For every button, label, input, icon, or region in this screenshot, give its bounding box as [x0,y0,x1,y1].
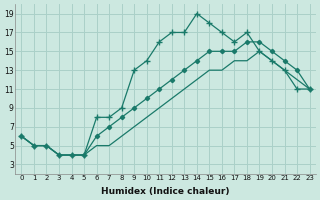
X-axis label: Humidex (Indice chaleur): Humidex (Indice chaleur) [101,187,230,196]
